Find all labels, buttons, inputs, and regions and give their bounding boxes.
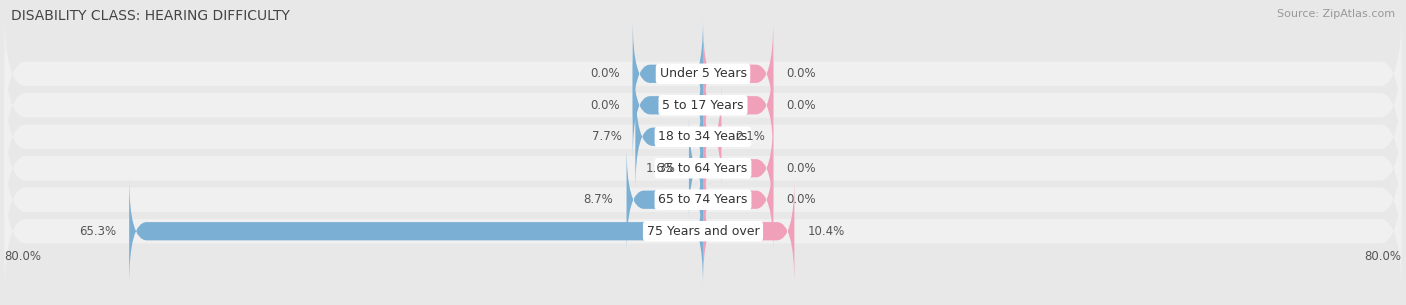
FancyBboxPatch shape bbox=[4, 102, 1402, 235]
Text: 1.6%: 1.6% bbox=[645, 162, 676, 175]
FancyBboxPatch shape bbox=[633, 20, 703, 127]
Text: 7.7%: 7.7% bbox=[592, 130, 621, 143]
FancyBboxPatch shape bbox=[633, 52, 703, 159]
Text: Under 5 Years: Under 5 Years bbox=[659, 67, 747, 80]
FancyBboxPatch shape bbox=[686, 114, 707, 222]
Text: 80.0%: 80.0% bbox=[1365, 250, 1402, 263]
Text: DISABILITY CLASS: HEARING DIFFICULTY: DISABILITY CLASS: HEARING DIFFICULTY bbox=[11, 9, 290, 23]
Text: 0.0%: 0.0% bbox=[591, 67, 620, 80]
Text: 10.4%: 10.4% bbox=[807, 225, 845, 238]
Text: 0.0%: 0.0% bbox=[786, 99, 815, 112]
FancyBboxPatch shape bbox=[703, 52, 773, 159]
FancyBboxPatch shape bbox=[4, 165, 1402, 298]
Text: 5 to 17 Years: 5 to 17 Years bbox=[662, 99, 744, 112]
Text: 0.0%: 0.0% bbox=[591, 99, 620, 112]
Text: 18 to 34 Years: 18 to 34 Years bbox=[658, 130, 748, 143]
FancyBboxPatch shape bbox=[703, 20, 773, 127]
Text: 65.3%: 65.3% bbox=[79, 225, 115, 238]
FancyBboxPatch shape bbox=[627, 146, 703, 253]
FancyBboxPatch shape bbox=[703, 114, 773, 222]
Text: Source: ZipAtlas.com: Source: ZipAtlas.com bbox=[1277, 9, 1395, 19]
Text: 8.7%: 8.7% bbox=[583, 193, 613, 206]
Text: 75 Years and over: 75 Years and over bbox=[647, 225, 759, 238]
Text: 80.0%: 80.0% bbox=[4, 250, 41, 263]
Text: 0.0%: 0.0% bbox=[786, 193, 815, 206]
FancyBboxPatch shape bbox=[636, 83, 703, 191]
Text: 35 to 64 Years: 35 to 64 Years bbox=[658, 162, 748, 175]
FancyBboxPatch shape bbox=[4, 7, 1402, 140]
Text: 65 to 74 Years: 65 to 74 Years bbox=[658, 193, 748, 206]
FancyBboxPatch shape bbox=[4, 133, 1402, 266]
Text: 0.0%: 0.0% bbox=[786, 162, 815, 175]
FancyBboxPatch shape bbox=[703, 83, 721, 191]
Text: 0.0%: 0.0% bbox=[786, 67, 815, 80]
FancyBboxPatch shape bbox=[129, 178, 703, 285]
FancyBboxPatch shape bbox=[703, 146, 773, 253]
Text: 2.1%: 2.1% bbox=[734, 130, 765, 143]
FancyBboxPatch shape bbox=[4, 39, 1402, 172]
FancyBboxPatch shape bbox=[4, 70, 1402, 203]
FancyBboxPatch shape bbox=[703, 178, 794, 285]
